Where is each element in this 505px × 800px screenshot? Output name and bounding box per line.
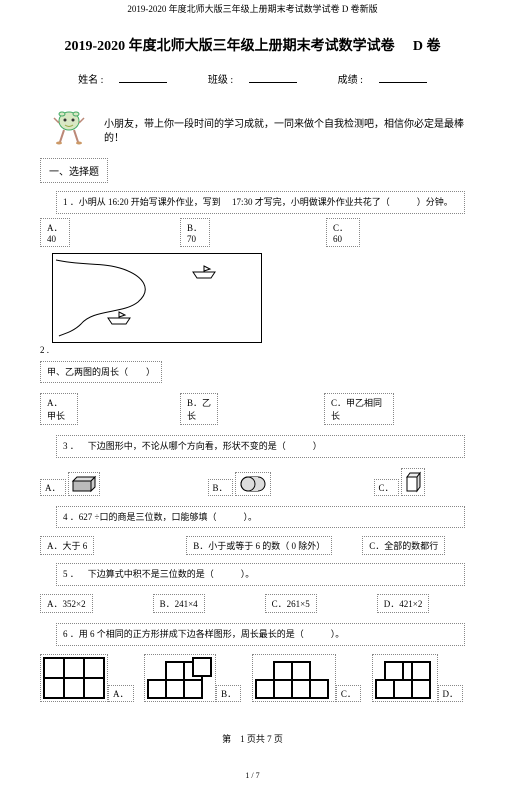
- q3-opt-a-label: A．: [40, 479, 66, 496]
- q4-opt-c: C．全部的数都行: [362, 536, 445, 555]
- title-main: 2019-2020 年度北师大版三年级上册期末考试数学试卷: [64, 39, 394, 54]
- q6-text: 6 ．用 6 个相同的正方形拼成下边各样图形，周长最长的是（ ）。: [56, 623, 465, 646]
- q5-text: 5 ． 下边算式中积不是三位数的是（ ）。: [56, 563, 465, 586]
- q6-shapes: A． B．: [40, 654, 465, 702]
- title-row: 2019-2020 年度北师大版三年级上册期末考试数学试卷 D 卷: [40, 35, 465, 55]
- q6-opt-d-label: D．: [438, 685, 464, 702]
- q3-shapes: A． B．: [40, 468, 465, 496]
- q3-shape-b: [235, 472, 271, 496]
- q3-opt-c-label: C．: [374, 479, 399, 496]
- top-banner: 2019-2020 年度北师大版三年级上册期末考试数学试卷 D 卷新版: [0, 0, 505, 17]
- page-footer-sub: 1 / 7: [40, 771, 465, 780]
- q5-opt-c: C．261×5: [265, 594, 317, 613]
- q4-options: A．大于 6 B．小于或等于 6 的数（ 0 除外） C．全部的数都行: [40, 536, 465, 555]
- score-label: 成绩 :: [338, 75, 363, 86]
- q6-shape-b: [144, 654, 216, 702]
- section-1-head: 一、选择题: [40, 158, 108, 183]
- q1-options: A．40 B．70 C．60: [40, 218, 465, 247]
- q3-shape-a: [68, 472, 100, 496]
- q6-shape-c: [252, 654, 336, 702]
- q5-opt-d: D．421×2: [377, 594, 430, 613]
- page-footer: 第 1 页共 7 页: [40, 732, 465, 745]
- title-suffix: D 卷: [413, 39, 441, 54]
- q1-opt-a: A．40: [40, 218, 70, 247]
- q1-opt-b: B．70: [180, 218, 210, 247]
- q5-opt-a: A．352×2: [40, 594, 93, 613]
- q3-text: 3 ． 下边图形中，不论从哪个方向看，形状不变的是（ ）: [56, 435, 465, 458]
- q1-text: 1 ．小明从 16:20 开始写课外作业，写到 17:30 才写完，小明做课外作…: [56, 191, 465, 214]
- class-label: 班级 :: [208, 75, 233, 86]
- q2-opt-c: C．甲乙相同长: [324, 393, 394, 425]
- score-blank: [379, 73, 427, 83]
- q4-opt-b: B．小于或等于 6 的数（ 0 除外）: [186, 536, 332, 555]
- q2-opt-a: A．甲长: [40, 393, 78, 425]
- mascot-row: 小朋友，带上你一段时间的学习成就，一同来做个自我检测吧，相信你必定是最棒的！: [40, 108, 465, 146]
- q6-opt-a-label: A．: [108, 685, 134, 702]
- q3-shape-c: [401, 468, 425, 496]
- q2-figure: [52, 253, 262, 343]
- q4-text: 4 ．627 ÷口的商是三位数，口能够填（ ）。: [56, 506, 465, 529]
- q6-shape-a: [40, 654, 108, 702]
- page: 2019-2020 年度北师大版三年级上册期末考试数学试卷 D 卷 姓名 : 班…: [0, 35, 505, 800]
- q6-shape-d: [372, 654, 438, 702]
- mascot-icon: [52, 108, 86, 146]
- q5-opt-b: B．241×4: [153, 594, 205, 613]
- class-blank: [249, 73, 297, 83]
- intro-text: 小朋友，带上你一段时间的学习成就，一同来做个自我检测吧，相信你必定是最棒的！: [104, 118, 465, 146]
- info-row: 姓名 : 班级 : 成绩 :: [40, 71, 465, 86]
- name-label: 姓名 :: [78, 75, 103, 86]
- name-blank: [119, 73, 167, 83]
- q2-opt-b: B．乙长: [180, 393, 218, 425]
- q6-opt-c-label: C．: [336, 685, 361, 702]
- q2-number: 2 .: [40, 345, 465, 355]
- q5-options: A．352×2 B．241×4 C．261×5 D．421×2: [40, 594, 465, 613]
- q3-opt-b-label: B．: [208, 479, 233, 496]
- q6-opt-b-label: B．: [216, 685, 241, 702]
- q1-opt-c: C．60: [326, 218, 360, 247]
- q2-caption: 甲、乙两图的周长（ ）: [40, 361, 162, 384]
- q4-opt-a: A．大于 6: [40, 536, 94, 555]
- q2-options: A．甲长 B．乙长 C．甲乙相同长: [40, 393, 465, 425]
